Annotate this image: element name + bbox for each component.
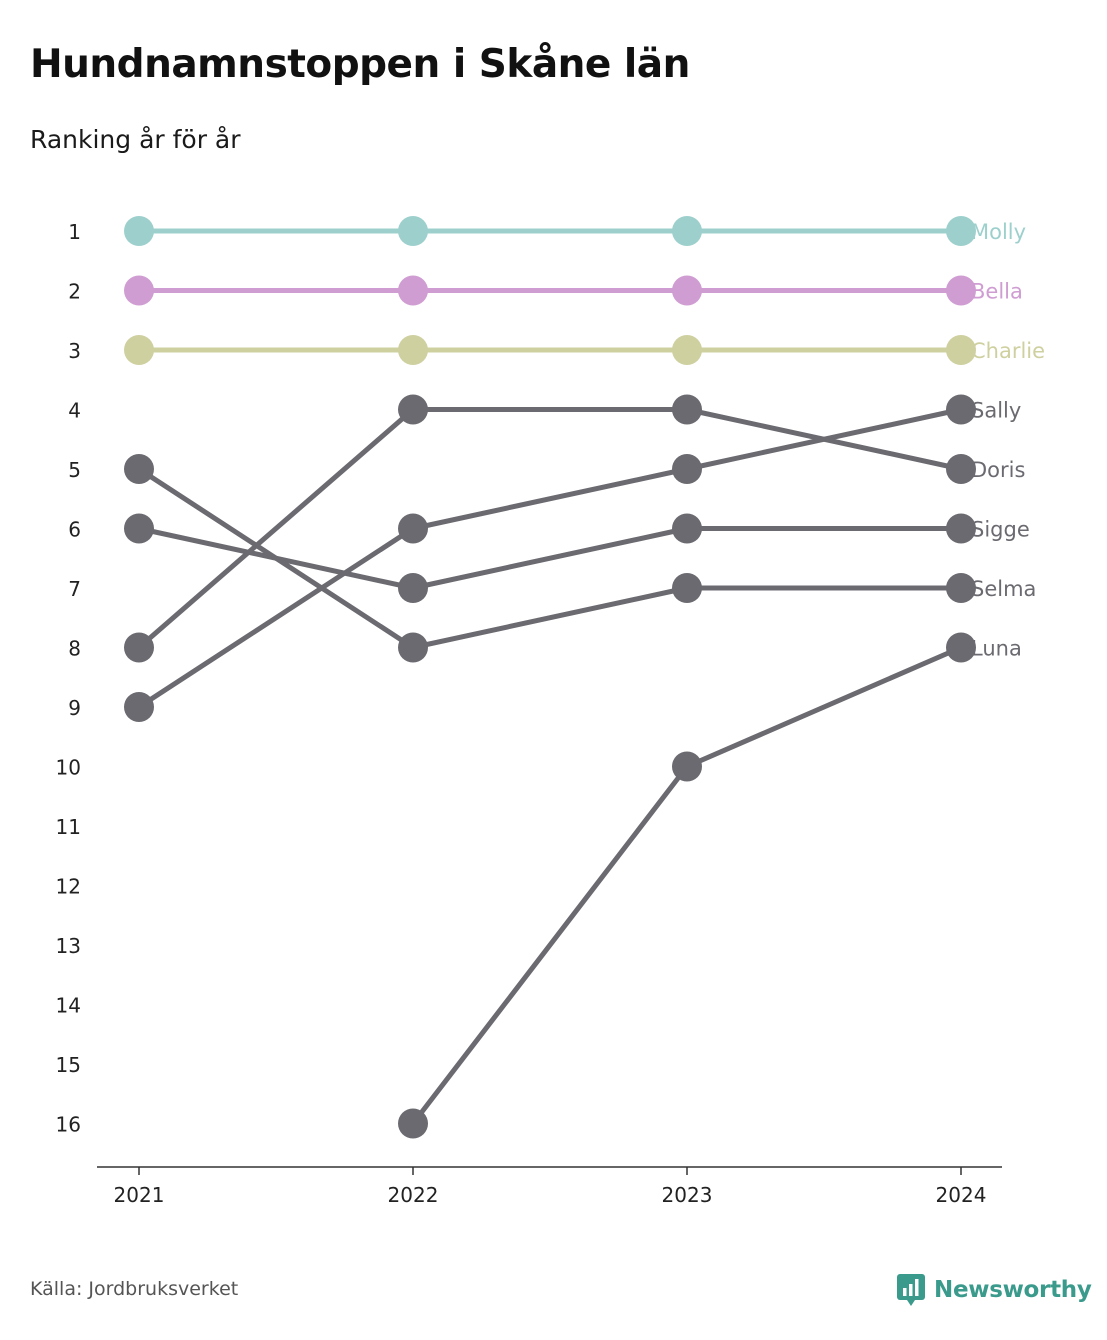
chart-subtitle: Ranking år för år (30, 125, 241, 154)
series-bella (124, 275, 976, 306)
y-tick-label: 6 (68, 518, 81, 542)
y-tick-label: 3 (68, 339, 81, 363)
data-point (398, 513, 428, 544)
data-point (398, 1108, 428, 1139)
data-point (124, 632, 154, 663)
data-point (124, 275, 154, 306)
y-tick-label: 4 (68, 399, 81, 423)
series-selma (124, 454, 976, 663)
y-tick-label: 10 (56, 756, 81, 780)
data-point (946, 394, 976, 425)
data-point (124, 216, 154, 246)
y-tick-label: 9 (68, 696, 81, 720)
y-tick-label: 11 (56, 815, 81, 839)
y-tick-label: 5 (68, 458, 81, 482)
series-label: Bella (971, 280, 1023, 304)
x-tick-label: 2023 (662, 1183, 713, 1207)
data-point (946, 632, 976, 663)
data-point (946, 513, 976, 544)
data-point (398, 275, 428, 306)
data-point (946, 275, 976, 306)
series-charlie (124, 335, 976, 365)
x-tick-label: 2024 (936, 1183, 987, 1207)
newsworthy-icon (897, 1274, 925, 1306)
data-point (672, 513, 702, 544)
series-line (410, 645, 964, 1126)
data-point (672, 573, 702, 603)
y-tick-label: 15 (56, 1053, 81, 1077)
data-point (124, 513, 154, 544)
data-point (398, 216, 428, 246)
y-tick-label: 14 (56, 994, 81, 1018)
series-label: Sigge (971, 518, 1030, 542)
data-point (398, 632, 428, 663)
data-point (124, 335, 154, 365)
y-tick-label: 8 (68, 637, 81, 661)
y-tick-label: 13 (56, 934, 81, 958)
data-point (398, 573, 428, 603)
data-point (672, 335, 702, 365)
source-note: Källa: Jordbruksverket (30, 1278, 239, 1300)
series-layer: Molly Bella Charlie Sally Doris Sigge Selma Lun… (124, 216, 1045, 1139)
x-tick-label: 2022 (388, 1183, 439, 1207)
data-point (946, 216, 976, 246)
series-doris (124, 394, 976, 663)
y-tick-label: 7 (68, 577, 81, 601)
data-point (672, 751, 702, 782)
series-label: Molly (971, 220, 1026, 244)
series-label: Sally (971, 399, 1021, 423)
series-label: Luna (971, 637, 1022, 661)
series-label: Doris (971, 458, 1025, 482)
x-tick-label: 2021 (114, 1183, 165, 1207)
y-tick-label: 12 (56, 875, 81, 899)
y-tick-label: 2 (68, 280, 81, 304)
series-line (136, 407, 964, 650)
y-tick-label: 1 (68, 220, 81, 244)
data-point (672, 216, 702, 246)
data-point (946, 454, 976, 484)
data-point (398, 335, 428, 365)
y-tick-label: 16 (56, 1113, 81, 1137)
data-point (946, 573, 976, 603)
series-line (136, 466, 964, 650)
brand-name: Newsworthy (934, 1277, 1092, 1303)
data-point (124, 454, 154, 484)
x-axis: 2021 2022 2023 2024 (97, 1166, 1002, 1207)
series-label: Selma (971, 577, 1036, 601)
series-molly (124, 216, 976, 246)
data-point (946, 335, 976, 365)
chart-title: Hundnamnstoppen i Skåne län (30, 42, 690, 87)
data-point (124, 692, 154, 722)
data-point (672, 275, 702, 306)
series-label: Charlie (971, 339, 1045, 363)
data-point (672, 454, 702, 484)
brand-logo: Newsworthy (896, 1272, 1092, 1308)
data-point (398, 394, 428, 425)
series-luna (398, 632, 976, 1139)
data-point (672, 394, 702, 425)
